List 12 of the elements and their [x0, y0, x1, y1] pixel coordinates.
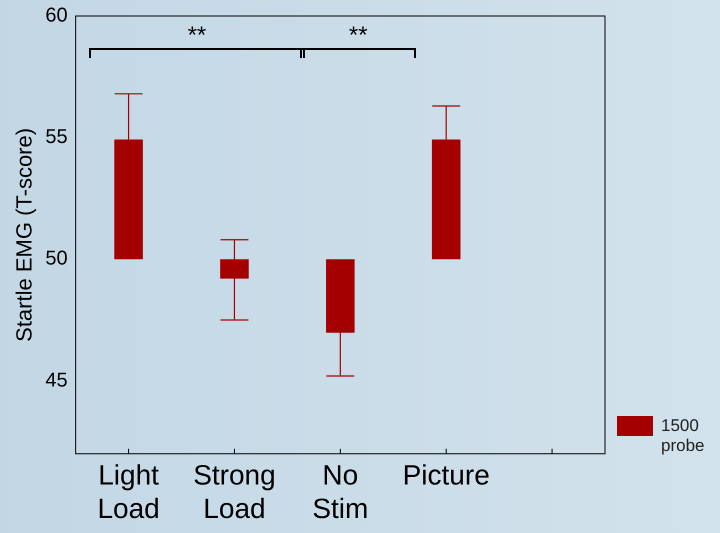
- x-tick-label: No Stim: [312, 459, 368, 524]
- x-tick-label: Picture: [402, 459, 490, 490]
- y-tick-label: 45: [45, 369, 68, 392]
- legend-label: 1500 probe: [661, 416, 706, 456]
- x-tick-label: Light Load: [97, 459, 160, 524]
- annotation: **: [188, 22, 206, 50]
- annotation: **: [348, 22, 368, 50]
- y-tick-label: 55: [45, 126, 68, 148]
- y-axis-title: Startle EMG (T-score): [11, 128, 36, 342]
- y-tick-label: 60: [45, 4, 68, 27]
- y-tick-label: 50: [45, 248, 68, 270]
- x-tick-label: Strong Load: [193, 459, 276, 524]
